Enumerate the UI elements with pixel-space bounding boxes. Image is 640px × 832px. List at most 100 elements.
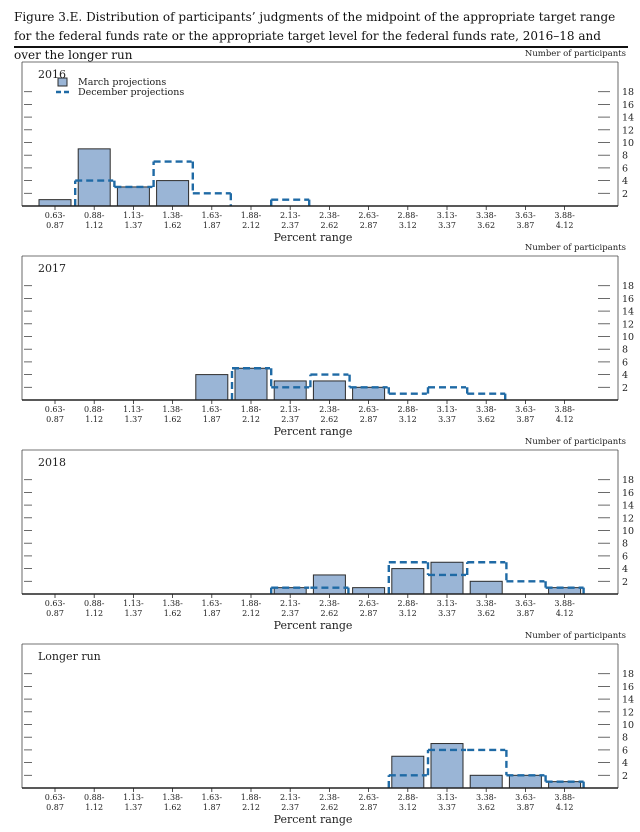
right-axis-title: Number of participants: [525, 243, 626, 253]
x-axis-label: Percent range: [274, 425, 353, 438]
legend-march-swatch: [57, 77, 68, 87]
chart-panel-1: Number of participants201624681012141618…: [21, 49, 634, 244]
x-tick-label: 3.63-: [515, 599, 536, 608]
legend-december-label: December projections: [78, 87, 184, 98]
x-tick-label: 1.87: [203, 803, 221, 812]
x-tick-label: 1.63-: [202, 793, 223, 802]
y-tick-label: 2: [622, 189, 628, 200]
x-tick-label: 2.37: [281, 609, 299, 618]
x-tick-label: 3.63-: [515, 211, 536, 220]
y-tick-label: 12: [622, 513, 634, 524]
x-tick-label: 2.13-: [280, 405, 301, 414]
x-tick-label: 1.38-: [162, 793, 183, 802]
x-tick-label: 3.38-: [476, 793, 497, 802]
x-tick-label: 0.63-: [45, 599, 66, 608]
x-tick-label: 1.62: [164, 221, 182, 230]
x-tick-label: 1.62: [164, 415, 182, 424]
x-tick-label: 3.62: [477, 609, 495, 618]
x-tick-label: 0.63-: [45, 405, 66, 414]
x-tick-label: 3.62: [477, 221, 495, 230]
x-tick-label: 3.12: [399, 803, 417, 812]
bar-march: [273, 587, 307, 595]
x-tick-label: 1.37: [124, 415, 142, 424]
figure-title: Figure 3.E. Distribution of participants…: [14, 10, 616, 62]
x-tick-label: 2.62: [320, 221, 338, 230]
series-december-outline: [270, 561, 585, 594]
x-tick-label: 1.12: [85, 221, 103, 230]
x-tick-label: 3.87: [516, 415, 534, 424]
x-tick-label: 2.12: [242, 221, 260, 230]
x-tick-label: 4.12: [556, 415, 574, 424]
x-tick-label: 2.12: [242, 415, 260, 424]
bar-march: [548, 587, 582, 595]
y-tick-label: 18: [622, 475, 634, 486]
x-tick-label: 1.13-: [123, 405, 144, 414]
x-tick-label: 3.87: [516, 803, 534, 812]
x-tick-label: 3.87: [516, 609, 534, 618]
x-tick-label: 2.62: [320, 803, 338, 812]
x-tick-label: 0.87: [46, 803, 64, 812]
y-tick-label: 16: [622, 488, 634, 499]
legend-march-label: March projections: [78, 77, 166, 88]
y-tick-label: 16: [622, 682, 634, 693]
bar-march: [352, 587, 386, 595]
bar-march: [548, 781, 582, 789]
x-tick-label: 1.37: [124, 803, 142, 812]
y-tick-label: 18: [622, 87, 634, 98]
x-tick-label: 0.88-: [84, 211, 105, 220]
right-axis-title: Number of participants: [525, 437, 626, 447]
x-tick-label: 0.87: [46, 609, 64, 618]
x-tick-label: 2.87: [360, 803, 378, 812]
x-tick-label: 2.63-: [358, 405, 379, 414]
x-tick-label: 1.87: [203, 221, 221, 230]
x-tick-label: 2.87: [360, 221, 378, 230]
x-tick-label: 1.38-: [162, 599, 183, 608]
y-tick-label: 6: [622, 745, 628, 756]
y-tick-label: 14: [622, 695, 634, 706]
x-tick-label: 2.38-: [319, 793, 340, 802]
y-tick-label: 12: [622, 125, 634, 136]
x-tick-label: 1.13-: [123, 793, 144, 802]
x-tick-label: 3.62: [477, 415, 495, 424]
y-tick-label: 6: [622, 551, 628, 562]
x-tick-label: 1.88-: [241, 599, 262, 608]
x-tick-label: 1.63-: [202, 599, 223, 608]
y-tick-label: 10: [622, 332, 634, 343]
x-tick-label: 1.87: [203, 609, 221, 618]
y-tick-label: 10: [622, 526, 634, 537]
panel-label: Longer run: [38, 650, 101, 663]
x-tick-label: 3.37: [438, 803, 456, 812]
x-tick-label: 2.62: [320, 415, 338, 424]
x-tick-label: 3.38-: [476, 211, 497, 220]
x-tick-label: 2.87: [360, 415, 378, 424]
x-tick-label: 2.63-: [358, 211, 379, 220]
bar-march: [156, 180, 190, 207]
x-tick-label: 1.62: [164, 803, 182, 812]
x-tick-label: 3.12: [399, 415, 417, 424]
x-tick-label: 2.37: [281, 221, 299, 230]
x-tick-label: 0.88-: [84, 793, 105, 802]
x-tick-label: 2.38-: [319, 405, 340, 414]
series-december-outline: [74, 160, 311, 206]
panel-label: 2017: [38, 262, 66, 275]
x-tick-label: 2.87: [360, 609, 378, 618]
y-tick-label: 16: [622, 294, 634, 305]
x-tick-label: 1.88-: [241, 405, 262, 414]
x-tick-label: 1.62: [164, 609, 182, 618]
x-tick-label: 2.63-: [358, 793, 379, 802]
y-tick-label: 8: [622, 151, 628, 162]
x-tick-label: 1.13-: [123, 599, 144, 608]
x-tick-label: 2.63-: [358, 599, 379, 608]
x-tick-label: 1.38-: [162, 211, 183, 220]
y-tick-label: 14: [622, 307, 634, 318]
x-tick-label: 3.63-: [515, 793, 536, 802]
x-tick-label: 1.12: [85, 609, 103, 618]
x-tick-label: 3.13-: [437, 599, 458, 608]
x-tick-label: 1.88-: [241, 211, 262, 220]
x-tick-label: 1.38-: [162, 405, 183, 414]
x-tick-label: 3.13-: [437, 793, 458, 802]
bar-march: [273, 380, 307, 401]
x-tick-label: 3.37: [438, 221, 456, 230]
